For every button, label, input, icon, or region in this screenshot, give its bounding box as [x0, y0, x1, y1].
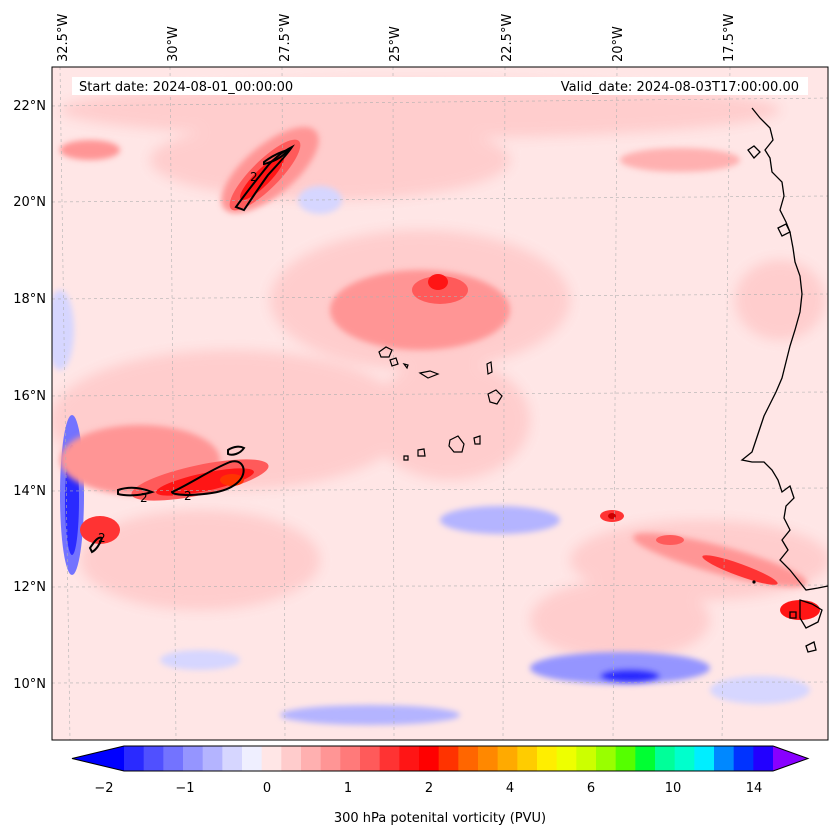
colorbar-title: 300 hPa potenital vorticity (PVU)	[334, 811, 546, 826]
africa-coastline	[740, 107, 828, 653]
contour-label: 2	[140, 491, 148, 505]
colorbar-segment	[635, 746, 656, 771]
map-frame	[51, 66, 829, 741]
pv-2-contour-labels: 2 2 2 2	[98, 170, 258, 545]
colorbar-segment	[222, 746, 243, 771]
colorbar-segment	[478, 746, 499, 771]
colorbar-segment	[714, 746, 735, 771]
colorbar-segment	[694, 746, 715, 771]
colorbar-tick-label: 14	[746, 781, 763, 796]
colorbar-segment	[399, 746, 420, 771]
lon-label: 17.5°W	[722, 14, 737, 62]
colorbar-segment	[202, 746, 223, 771]
colorbar-segment	[753, 746, 774, 771]
colorbar-tick-label: 4	[506, 781, 514, 796]
map-panel: 2 2 2 2	[52, 67, 828, 740]
start-date-label: Start date: 2024-08-01_00:00:00	[79, 80, 293, 95]
colorbar-segment	[458, 746, 479, 771]
colorbar-segment	[143, 746, 164, 771]
lat-label: 10°N	[13, 677, 46, 692]
colorbar-tick-label: 2	[425, 781, 433, 796]
colorbar-segment	[419, 746, 440, 771]
colorbar-tick-label: −2	[94, 781, 113, 796]
colorbar-segment	[301, 746, 322, 771]
lat-label: 20°N	[13, 195, 46, 210]
colorbar-tick-label: 1	[344, 781, 352, 796]
latitude-labels: 22°N 20°N 18°N 16°N 14°N 12°N 10°N	[13, 99, 46, 692]
colorbar-segment	[183, 746, 204, 771]
contour-label: 2	[184, 489, 192, 503]
colorbar-segment	[242, 746, 263, 771]
colorbar-segment	[438, 746, 459, 771]
lon-label: 25°W	[388, 26, 403, 62]
lat-label: 16°N	[13, 389, 46, 404]
colorbar-tick-label: −1	[175, 781, 194, 796]
pv-2-contours	[88, 144, 295, 554]
valid-date-label: Valid_date: 2024-08-03T17:00:00.00	[561, 80, 799, 95]
colorbar-segment	[733, 746, 754, 771]
longitude-labels: 32.5°W 30°W 27.5°W 25°W 22.5°W 20°W 17.5…	[56, 14, 737, 62]
colorbar-segment	[576, 746, 597, 771]
colorbar-segment	[281, 746, 302, 771]
colorbar-segment	[340, 746, 361, 771]
colorbar-outline	[71, 745, 810, 772]
graticule	[52, 67, 828, 740]
colorbar-ticks: −2 −1 0 1 2 4 6 10 14	[94, 781, 762, 796]
colorbar-segment	[517, 746, 538, 771]
colorbar-segment	[497, 746, 518, 771]
contour-label: 2	[250, 170, 258, 184]
colorbar-segment	[556, 746, 577, 771]
lon-label: 27.5°W	[278, 14, 293, 62]
lon-label: 32.5°W	[56, 14, 71, 62]
lat-label: 14°N	[13, 484, 46, 499]
pv-field-strong	[80, 139, 820, 620]
contour-label: 2	[98, 531, 106, 545]
colorbar-tick-label: 10	[665, 781, 682, 796]
colorbar-extend-high	[773, 746, 808, 771]
lon-label: 20°W	[611, 26, 626, 62]
colorbar-segment	[163, 746, 184, 771]
lon-label: 22.5°W	[500, 14, 515, 62]
colorbar-segment	[596, 746, 617, 771]
colorbar-segment	[537, 746, 558, 771]
colorbar-segment	[261, 746, 282, 771]
colorbar	[71, 745, 810, 772]
colorbar-segment	[124, 746, 145, 771]
colorbar-segment	[674, 746, 695, 771]
lat-label: 18°N	[13, 292, 46, 307]
lat-label: 22°N	[13, 99, 46, 114]
colorbar-extend-low	[72, 746, 124, 771]
colorbar-tick-label: 0	[263, 781, 271, 796]
colorbar-segment	[320, 746, 341, 771]
pv-field-negative	[52, 186, 810, 725]
colorbar-segment	[360, 746, 381, 771]
colorbar-segment	[615, 746, 636, 771]
map-header: Start date: 2024-08-01_00:00:00 Valid_da…	[72, 77, 808, 95]
colorbar-segment	[655, 746, 676, 771]
header-background	[72, 77, 808, 95]
colorbar-tick-label: 6	[587, 781, 595, 796]
colorbar-segment	[379, 746, 400, 771]
dot-marker	[752, 580, 756, 584]
lon-label: 30°W	[166, 26, 181, 62]
lat-label: 12°N	[13, 580, 46, 595]
cape-verde-islands	[378, 346, 503, 461]
